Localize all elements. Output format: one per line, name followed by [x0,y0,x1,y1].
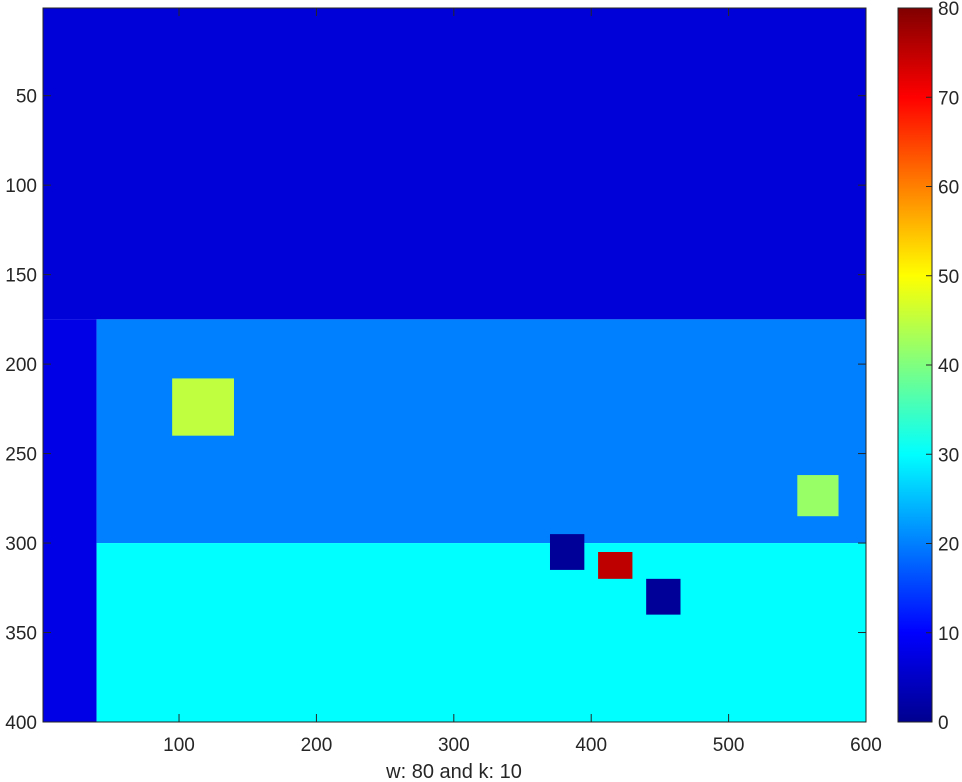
colorbar-tick-label: 50 [938,267,959,288]
heatmap-region-5 [598,552,633,579]
colorbar-tick-label: 60 [938,178,959,199]
heatmap-region-1 [43,319,97,722]
y-tick-label: 150 [5,266,37,287]
y-tick-label: 350 [5,624,37,645]
colorbar-tick-label: 40 [938,356,959,377]
heatmap-region-0 [43,8,866,320]
y-tick-label: 250 [5,445,37,466]
heatmap-region-6 [797,475,839,517]
heatmap-region-3 [96,543,866,722]
x-axis-label: w: 80 and k: 10 [385,761,522,782]
colorbar-tick-label: 0 [938,713,949,734]
colorbar-tick-label: 70 [938,88,959,109]
x-tick-label: 100 [163,735,195,756]
x-tick-label: 400 [575,735,607,756]
y-axis: 50 100 150 200 250 300 350 400 [5,87,866,734]
colorbar-tick-label: 80 [938,0,959,20]
y-tick-label: 300 [5,534,37,555]
heatmap-region-8 [549,534,585,570]
heatmap-region-7 [646,578,681,615]
heatmap-image [43,8,866,722]
plot-frame [42,7,867,723]
y-tick-label: 50 [16,87,37,108]
heatmap-region-4 [172,378,234,436]
x-tick-label: 500 [713,735,745,756]
colorbar-tick-label: 10 [938,624,959,645]
x-axis: 100 200 300 400 500 600 [163,8,882,756]
x-tick-label: 600 [850,735,882,756]
colorbar-tick-label: 20 [938,535,959,556]
y-tick-label: 200 [5,355,37,376]
y-tick-label: 400 [5,713,37,734]
x-tick-label: 300 [438,735,470,756]
colorbar-tick-label: 30 [938,445,959,466]
colorbar-axis: 0 10 20 30 40 50 60 70 80 [926,0,959,734]
y-tick-label: 100 [5,176,37,197]
x-tick-label: 200 [301,735,333,756]
